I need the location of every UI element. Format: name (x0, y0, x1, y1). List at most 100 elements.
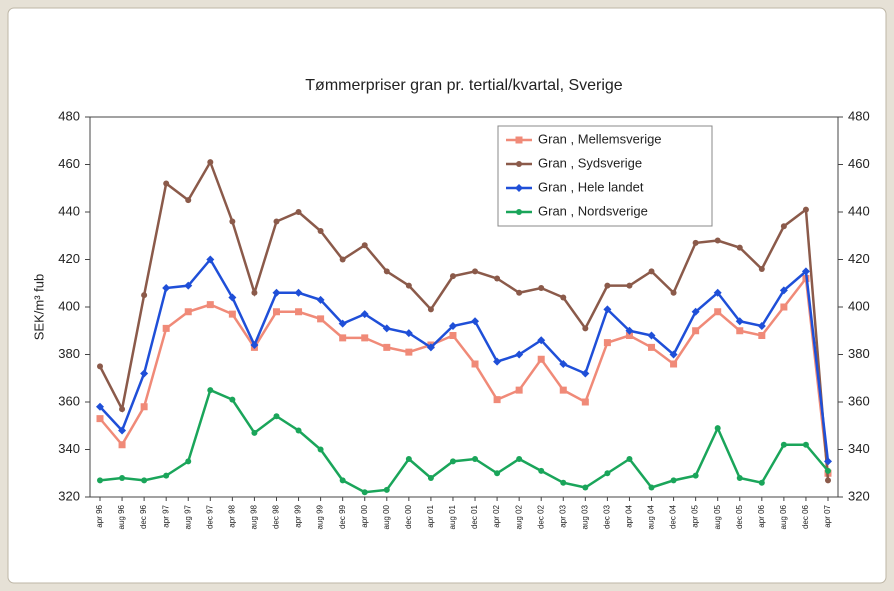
marker (448, 322, 457, 330)
y2-tick-label: 400 (848, 298, 870, 313)
x-tick-label: dec 02 (536, 504, 545, 529)
marker (361, 334, 369, 342)
marker (647, 331, 656, 340)
marker (825, 477, 831, 484)
y-tick-label: 360 (58, 393, 80, 408)
y-tick-label: 400 (58, 298, 80, 313)
marker (96, 402, 104, 411)
marker (692, 472, 699, 479)
marker (185, 458, 192, 465)
x-tick-label: apr 96 (95, 504, 104, 527)
marker (251, 429, 258, 436)
x-tick-label: apr 00 (360, 504, 369, 527)
marker (559, 386, 567, 394)
marker (779, 286, 788, 295)
marker (625, 332, 633, 339)
x-tick-label: apr 06 (757, 504, 766, 527)
marker (669, 350, 678, 359)
marker (361, 489, 368, 496)
x-tick-label: dec 04 (669, 504, 678, 529)
x-tick-label: dec 05 (735, 504, 744, 529)
x-tick-label: apr 98 (227, 504, 236, 527)
marker (184, 281, 193, 290)
legend-label: Gran , Sydsverige (538, 155, 642, 170)
y2-tick-label: 360 (848, 393, 870, 408)
marker (537, 355, 545, 363)
marker (405, 348, 413, 356)
y-axis-label: SEK/m³ fub (31, 274, 46, 340)
marker (339, 477, 346, 484)
marker (338, 319, 347, 328)
x-tick-label: apr 04 (625, 504, 634, 527)
marker (294, 288, 303, 297)
marker (118, 426, 127, 435)
x-tick-label: apr 05 (691, 504, 700, 527)
marker (97, 363, 103, 370)
legend-box (497, 125, 713, 227)
marker (825, 467, 831, 474)
marker (97, 477, 103, 484)
marker (515, 350, 524, 359)
marker (449, 332, 457, 339)
marker (162, 284, 171, 292)
y-tick-label: 440 (58, 203, 80, 218)
marker (339, 334, 347, 342)
y-tick-label: 340 (58, 441, 80, 456)
marker (626, 456, 633, 462)
marker (538, 467, 545, 474)
marker (316, 295, 325, 304)
marker (736, 327, 744, 335)
marker (758, 332, 766, 339)
x-tick-label: dec 00 (404, 504, 413, 529)
marker (141, 292, 148, 299)
legend-label: Gran , Hele landet (538, 179, 644, 194)
marker (670, 477, 677, 484)
marker (229, 396, 236, 403)
marker (383, 343, 391, 351)
marker (471, 317, 480, 326)
marker (383, 268, 390, 275)
marker (582, 325, 589, 332)
y2-tick-label: 480 (848, 108, 870, 123)
x-tick-label: aug 99 (316, 504, 325, 529)
marker (648, 343, 656, 351)
marker (538, 285, 545, 291)
x-tick-label: aug 96 (117, 504, 126, 529)
marker (516, 456, 523, 462)
marker (516, 209, 522, 215)
marker (449, 458, 456, 465)
marker (295, 308, 303, 316)
x-tick-label: aug 02 (514, 504, 523, 529)
marker (560, 294, 567, 301)
marker (780, 223, 787, 230)
marker (162, 324, 170, 332)
marker (339, 256, 346, 263)
marker (251, 289, 258, 296)
series-line (98, 159, 830, 481)
x-tick-label: apr 07 (823, 504, 832, 527)
marker (272, 288, 281, 297)
marker (714, 425, 721, 432)
y-tick-label: 420 (58, 251, 80, 266)
x-tick-label: aug 05 (713, 504, 722, 529)
legend-label: Gran , Mellemsverige (538, 131, 662, 146)
marker (404, 329, 413, 338)
y2-tick-label: 340 (848, 441, 870, 456)
x-tick-label: apr 03 (558, 504, 567, 527)
marker (648, 484, 655, 491)
x-tick-label: dec 99 (338, 504, 347, 529)
marker (714, 308, 722, 316)
marker (317, 315, 325, 323)
x-tick-label: aug 04 (647, 504, 656, 529)
y-tick-label: 480 (58, 108, 80, 123)
marker (603, 305, 612, 314)
legend-label: Gran , Nordsverige (538, 203, 648, 218)
marker (802, 441, 809, 448)
marker (207, 159, 214, 166)
marker (604, 282, 611, 289)
marker (250, 341, 259, 349)
marker (405, 456, 412, 462)
marker (670, 360, 678, 368)
marker (692, 327, 700, 335)
